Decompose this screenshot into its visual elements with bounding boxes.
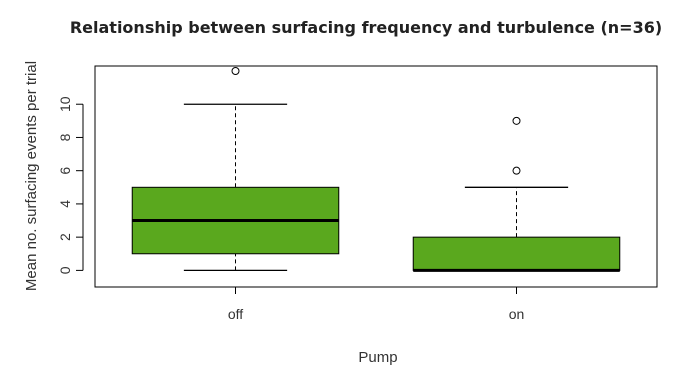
x-tick-label-off: off	[228, 306, 243, 322]
outlier-point	[231, 66, 240, 75]
plot-frame	[94, 65, 658, 288]
y-axis: 0 2 4 6 8 10	[57, 96, 84, 274]
x-axis: off on	[228, 287, 524, 322]
outlier-point	[512, 116, 521, 125]
x-axis-label: Pump	[358, 349, 397, 366]
y-tick-label: 0	[57, 266, 73, 274]
y-tick-label: 2	[57, 233, 73, 241]
y-tick-label: 8	[57, 133, 73, 141]
outlier-point	[512, 166, 521, 175]
box-on	[412, 236, 621, 271]
boxes-group	[131, 66, 621, 272]
y-tick-label: 10	[57, 96, 73, 112]
y-axis-label: Mean no. surfacing events per trial	[23, 61, 40, 291]
chart-title: Relationship between surfacing frequency…	[70, 18, 662, 37]
x-tick-label-on: on	[509, 306, 525, 322]
y-tick-label: 6	[57, 167, 73, 175]
y-tick-label: 4	[57, 200, 73, 208]
